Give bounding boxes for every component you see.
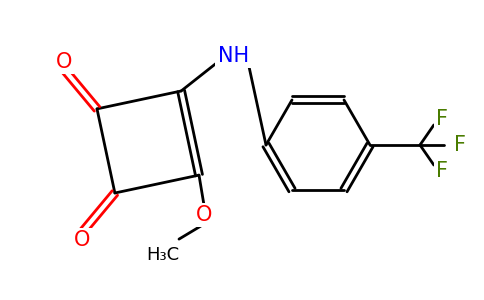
Text: F: F [436, 109, 448, 129]
Text: NH: NH [217, 46, 249, 66]
Text: H₃C: H₃C [147, 246, 180, 264]
Text: O: O [56, 52, 72, 72]
Text: O: O [196, 205, 212, 225]
Text: O: O [74, 230, 90, 250]
Text: F: F [454, 135, 466, 155]
Text: F: F [436, 161, 448, 181]
